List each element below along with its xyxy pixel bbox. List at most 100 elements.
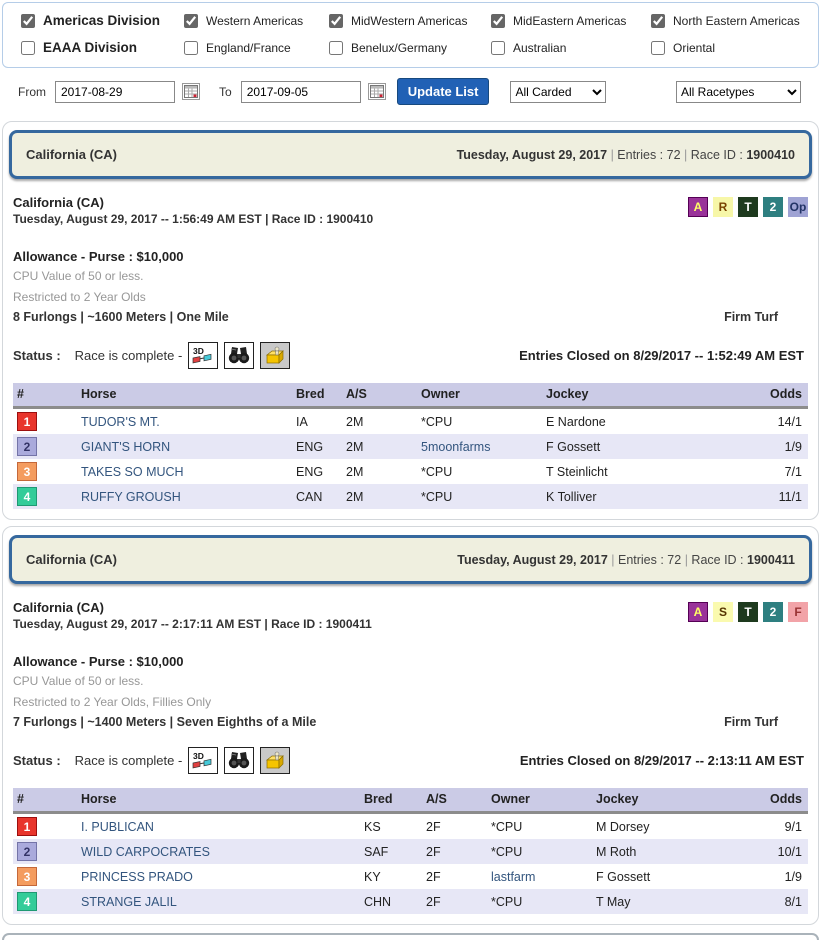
jockey-name: F Gossett — [596, 869, 651, 884]
race-type-badge-a: A — [688, 197, 708, 217]
to-date-input[interactable] — [240, 80, 361, 103]
checkbox-australian[interactable]: Australian — [491, 40, 651, 55]
to-calendar-icon[interactable] — [367, 83, 386, 100]
race-type-badge-a: A — [688, 602, 708, 623]
age-sex: 2F — [426, 844, 441, 859]
division-filter-panel: Americas Division Western Americas MidWe… — [2, 2, 819, 68]
western-americas-checkbox[interactable] — [184, 13, 198, 28]
race-date: Tuesday, August 29, 2017 — [457, 552, 608, 567]
horse-name-link[interactable]: RUFFY GROUSH — [81, 489, 181, 504]
race-type-badge-f: F — [788, 602, 808, 623]
entries-table: # Horse Bred A/S Owner Jockey Odds 1 TUDO… — [13, 383, 808, 510]
age-sex: 2F — [426, 869, 441, 884]
bred-code: IA — [296, 414, 308, 429]
owner-link[interactable]: 5moonfarms — [421, 439, 491, 454]
horse-name-link[interactable]: TAKES SO MUCH — [81, 464, 184, 479]
odds-value: 1/9 — [784, 869, 802, 884]
entries-count: Entries : 72 — [617, 147, 681, 162]
condition-restriction: Restricted to 2 Year Olds, Fillies Only — [13, 695, 212, 710]
age-sex: 2M — [346, 439, 364, 454]
col-bred: Bred — [360, 788, 422, 815]
condition-restriction: Restricted to 2 Year Olds — [13, 290, 146, 305]
checkbox-england-france[interactable]: England/France — [184, 40, 329, 55]
condition-cpu-value: CPU Value of 50 or less. — [13, 674, 144, 689]
australian-checkbox[interactable] — [491, 40, 505, 55]
col-jockey: Jockey — [542, 383, 732, 410]
surface-condition: Firm Turf — [724, 310, 778, 325]
odds-value: 8/1 — [784, 894, 802, 909]
north-eastern-americas-checkbox[interactable] — [651, 13, 665, 28]
race-video-icon[interactable] — [260, 747, 291, 775]
from-date-input[interactable] — [55, 80, 175, 103]
condition-cpu-value: CPU Value of 50 or less. — [13, 269, 144, 284]
race-video-icon[interactable] — [260, 342, 291, 370]
horse-name-link[interactable]: PRINCESS PRADO — [81, 869, 193, 884]
horse-name-link[interactable]: TUDOR'S MT. — [81, 414, 160, 429]
checkbox-eaaa-division[interactable]: EAAA Division — [21, 40, 184, 55]
checkbox-midwestern-americas[interactable]: MidWestern Americas — [329, 13, 491, 28]
midwestern-americas-label: MidWestern Americas — [351, 13, 468, 28]
bred-code: CAN — [296, 489, 323, 504]
england-france-checkbox[interactable] — [184, 40, 198, 55]
midwestern-americas-checkbox[interactable] — [329, 13, 343, 28]
eaaa-division-label: EAAA Division — [43, 40, 138, 55]
race-type-badge-r: R — [713, 197, 733, 217]
checkbox-north-eastern-americas[interactable]: North Eastern Americas — [651, 13, 812, 28]
checkbox-western-americas[interactable]: Western Americas — [184, 13, 329, 28]
oriental-checkbox[interactable] — [651, 40, 665, 55]
checkbox-americas-division[interactable]: Americas Division — [21, 13, 184, 28]
race-panel-1900411: California (CA) Tuesday, August 29, 2017… — [2, 526, 819, 926]
col-age-sex: A/S — [422, 788, 487, 815]
entries-closed-text: Entries Closed on 8/29/2017 -- 2:13:11 A… — [519, 753, 804, 769]
binoculars-icon[interactable] — [224, 747, 255, 775]
detail-track-name: California (CA) — [13, 195, 104, 210]
3d-replay-icon[interactable]: 3D — [188, 342, 219, 370]
status-text: Race is complete - — [74, 753, 183, 769]
jockey-name: T Steinlicht — [546, 464, 608, 479]
owner-name: *CPU — [421, 489, 453, 504]
race-id-value: 1900410 — [746, 147, 795, 162]
race-type-badges: A R T 2 Op — [688, 197, 808, 217]
horse-name-link[interactable]: I. PUBLICAN — [81, 819, 154, 834]
owner-name: *CPU — [421, 464, 453, 479]
race-detail: California (CA) Tuesday, August 29, 2017… — [9, 179, 812, 513]
bred-code: KS — [364, 819, 381, 834]
racetypes-select[interactable]: All Racetypes — [676, 80, 801, 103]
binoculars-icon[interactable] — [224, 342, 255, 370]
race-type-badge-op: Op — [788, 197, 808, 217]
horse-name-link[interactable]: WILD CARPOCRATES — [81, 844, 210, 859]
checkbox-benelux-germany[interactable]: Benelux/Germany — [329, 40, 491, 55]
race-card-header: California (CA) Tuesday, August 29, 2017… — [9, 130, 812, 179]
benelux-germany-checkbox[interactable] — [329, 40, 343, 55]
to-label: To — [219, 84, 232, 99]
mideastern-americas-label: MidEastern Americas — [513, 13, 627, 28]
checkbox-mideastern-americas[interactable]: MidEastern Americas — [491, 13, 651, 28]
eaaa-division-checkbox[interactable] — [21, 40, 35, 55]
race-card-header: California (CA) Tuesday, August 29, 2017… — [9, 535, 812, 585]
age-sex: 2F — [426, 894, 441, 909]
post-position-badge: 2 — [17, 842, 37, 862]
owner-name: *CPU — [421, 414, 453, 429]
age-sex: 2M — [346, 489, 364, 504]
bred-code: ENG — [296, 464, 324, 479]
status-text: Race is complete - — [74, 348, 183, 364]
jockey-name: T May — [596, 894, 631, 909]
from-calendar-icon[interactable] — [182, 83, 200, 100]
carded-select[interactable]: All Carded — [510, 80, 607, 103]
checkbox-oriental[interactable]: Oriental — [651, 40, 812, 55]
owner-link[interactable]: lastfarm — [491, 869, 536, 884]
entries-count: Entries : 72 — [617, 552, 682, 567]
status-label: Status : — [13, 348, 61, 364]
track-name: California (CA) — [26, 147, 117, 162]
mideastern-americas-checkbox[interactable] — [491, 13, 505, 28]
3d-replay-icon[interactable]: 3D — [188, 747, 219, 775]
post-position-badge: 1 — [17, 412, 37, 432]
horse-name-link[interactable]: GIANT'S HORN — [81, 439, 171, 454]
col-owner: Owner — [417, 383, 542, 410]
horse-name-link[interactable]: STRANGE JALIL — [81, 894, 177, 909]
americas-division-checkbox[interactable] — [21, 13, 35, 28]
horse-row: 4 RUFFY GROUSH CAN 2M *CPU K Tolliver 11/1 — [13, 484, 808, 510]
svg-text:3D: 3D — [193, 751, 204, 761]
bred-code: CHN — [364, 894, 392, 909]
update-list-button[interactable]: Update List — [396, 78, 490, 105]
